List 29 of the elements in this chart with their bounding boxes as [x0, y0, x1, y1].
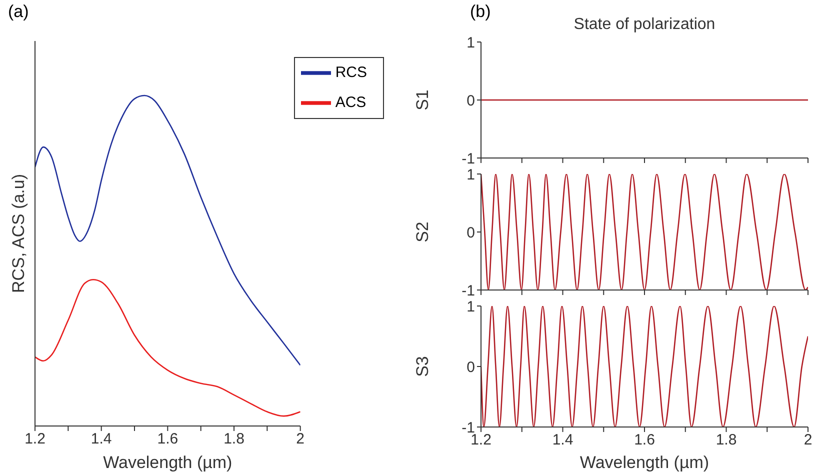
x-axis-title: Wavelength (µm) — [103, 453, 232, 472]
x-tick-label: 1.4 — [90, 430, 112, 448]
x-tick-label: 1.8 — [224, 430, 244, 448]
x-tick-label: 1.8 — [716, 432, 737, 449]
x-axis-title: Wavelength (µm) — [580, 453, 710, 472]
x-tick-label: 1.2 — [470, 432, 492, 449]
x-tick-label: 1.4 — [552, 432, 574, 449]
y-tick-label: -1 — [462, 150, 475, 168]
x-tick-label: 1.2 — [24, 430, 46, 448]
y-tick-label: 1 — [466, 34, 475, 52]
y-tick-label: 1 — [466, 298, 475, 316]
y-axis-title: S2 — [413, 222, 432, 242]
legend-label: ACS — [335, 94, 366, 111]
y-axis-title: S3 — [413, 356, 432, 377]
legend-label: RCS — [335, 64, 367, 81]
x-tick-label: 1.6 — [157, 430, 178, 448]
y-tick-label: 0 — [466, 92, 475, 110]
chart-title: State of polarization — [574, 16, 716, 33]
y-tick-label: 0 — [466, 224, 475, 242]
x-tick-label: 2 — [804, 432, 812, 449]
y-tick-label: -1 — [462, 282, 475, 300]
text: (b) — [470, 2, 491, 22]
y-axis-title: S1 — [413, 90, 432, 110]
y-tick-label: 1 — [466, 166, 475, 184]
text: (a) — [8, 2, 29, 22]
x-tick-label: 2 — [296, 430, 304, 448]
y-axis-title: RCS, ACS (a.u) — [9, 174, 28, 294]
y-tick-label: 0 — [466, 358, 475, 376]
x-tick-label: 1.6 — [634, 432, 655, 449]
